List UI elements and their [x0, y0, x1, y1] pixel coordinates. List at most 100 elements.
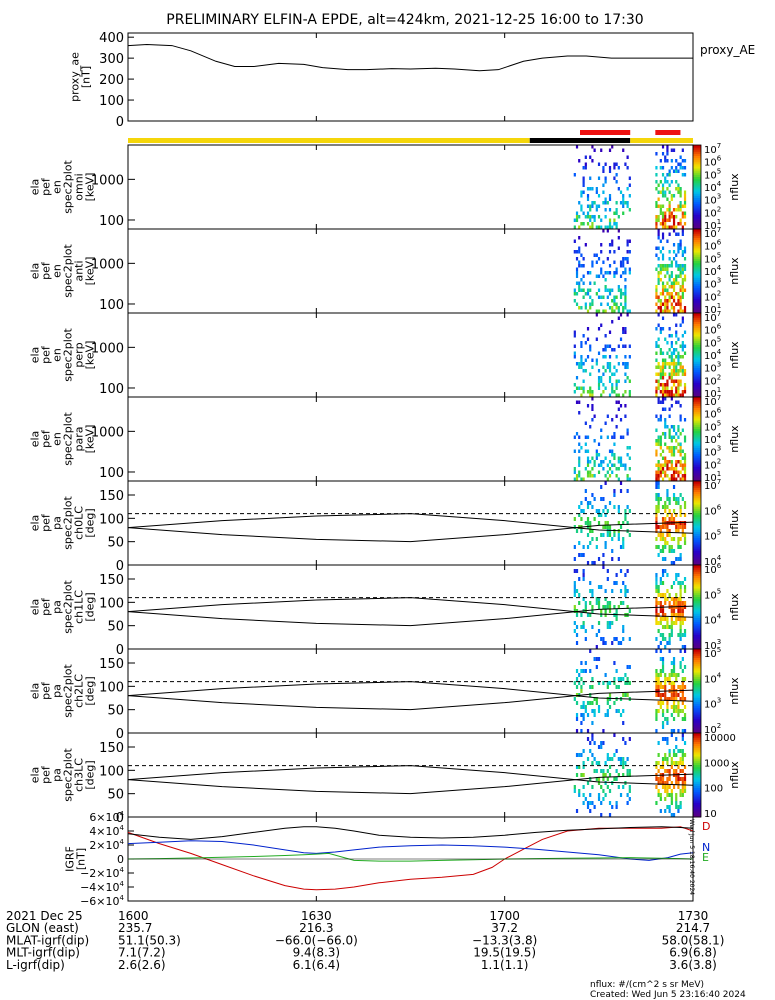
- heatmap-1-cell: [683, 194, 687, 198]
- colorbar-6-cell: [693, 600, 701, 604]
- panel-9-ytick-label: 2×104: [89, 838, 124, 852]
- heatmap-8-cell: [608, 765, 612, 769]
- heatmap-3-cell: [582, 386, 585, 390]
- panel-6-ylabel-line-1: pef: [40, 597, 53, 616]
- heatmap-3-cell: [600, 379, 603, 383]
- heatmap-2-cell: [679, 288, 682, 292]
- heatmap-8-cell: [573, 789, 576, 793]
- heatmap-3-cell: [580, 355, 583, 359]
- heatmap-7-cell: [584, 709, 587, 713]
- heatmap-8-cell: [679, 761, 682, 765]
- heatmap-6-cell: [679, 593, 682, 597]
- heatmap-4-cell: [681, 428, 684, 432]
- heatmap-4-cell: [586, 449, 590, 453]
- heatmap-6-cell: [668, 637, 671, 641]
- heatmap-5-cell: [580, 501, 583, 505]
- heatmap-3-cell: [589, 344, 592, 348]
- heatmap-3-cell: [589, 348, 592, 352]
- ephem-value: 1630: [301, 909, 332, 923]
- heatmap-6-cell: [580, 613, 583, 617]
- heatmap-4-cell: [677, 470, 680, 474]
- colorbar-7-cell: [693, 665, 701, 669]
- heatmap-1-cell: [586, 197, 590, 201]
- colorbar-1-tick-exponent: 2: [717, 205, 721, 213]
- heatmap-2-cell: [622, 292, 625, 296]
- colorbar-8-cell: [693, 741, 701, 744]
- heatmap-5-cell: [668, 501, 671, 505]
- heatmap-3-cell: [657, 386, 660, 390]
- heatmap-2-cell: [619, 274, 623, 278]
- colorbar-7-tick-exponent: 5: [717, 646, 721, 654]
- heatmap-5-cell: [668, 497, 671, 501]
- heatmap-4-cell: [672, 470, 676, 474]
- heatmap-8-cell: [683, 773, 687, 777]
- heatmap-3-cell: [683, 330, 687, 334]
- heatmap-6-cell: [668, 633, 671, 637]
- heatmap-1-cell: [672, 169, 676, 173]
- ephem-row-label: GLON (east): [6, 921, 79, 935]
- heatmap-7-cell: [681, 689, 684, 693]
- heatmap-1-cell: [611, 145, 614, 149]
- colorbar-4-cell: [693, 466, 701, 469]
- heatmap-1-cell: [608, 148, 612, 152]
- colorbar-2-cell: [693, 237, 701, 240]
- heatmap-3-cell: [655, 344, 658, 348]
- heatmap-3-cell: [591, 390, 594, 394]
- heatmap-5-cell: [681, 525, 684, 529]
- heatmap-5-cell: [675, 525, 678, 529]
- heatmap-4-cell: [628, 467, 631, 471]
- colorbar-1-cell: [693, 203, 701, 207]
- heatmap-4-cell: [584, 449, 587, 453]
- heatmap-8-cell: [602, 741, 605, 745]
- heatmap-4-cell: [666, 467, 669, 471]
- colorbar-5-cell: [693, 541, 701, 545]
- colorbar-4-cell: [693, 407, 701, 411]
- heatmap-7-cell: [664, 685, 667, 689]
- heatmap-2-cell: [679, 243, 682, 247]
- heatmap-8-cell: [591, 801, 594, 805]
- heatmap-2-cell: [591, 260, 594, 264]
- colorbar-5-label: nflux: [728, 509, 741, 537]
- heatmap-7-cell: [593, 697, 596, 701]
- heatmap-3-cell: [655, 358, 658, 362]
- panel-5-ytick-label: 50: [107, 536, 124, 551]
- heatmap-4-cell: [657, 400, 660, 404]
- heatmap-2-cell: [622, 257, 625, 261]
- heatmap-2-cell: [675, 232, 678, 236]
- heatmap-5-cell: [580, 509, 583, 513]
- colorbar-7-tick-exponent: 2: [717, 722, 721, 730]
- heatmap-1-cell: [666, 197, 669, 201]
- heatmap-3-cell: [672, 351, 676, 355]
- colorbar-3-cell: [693, 392, 701, 396]
- heatmap-8-cell: [593, 805, 596, 809]
- heatmap-3-cell: [677, 358, 680, 362]
- heatmap-4-cell: [611, 470, 614, 474]
- heatmap-4-cell: [672, 446, 676, 450]
- colorbar-2-cell: [693, 302, 701, 306]
- heatmap-6-cell: [661, 609, 665, 613]
- heatmap-7-cell: [657, 681, 660, 685]
- heatmap-1-cell: [604, 180, 607, 184]
- heatmap-7-cell: [681, 701, 684, 705]
- heatmap-8-cell: [615, 805, 618, 809]
- heatmap-7-cell: [655, 713, 658, 717]
- panel-7-ylabel-line-3: spec2plot: [62, 664, 75, 718]
- heatmap-1-cell: [608, 166, 612, 170]
- colorbar-2-cell: [693, 241, 701, 245]
- heatmap-4-cell: [613, 435, 616, 439]
- heatmap-1-cell: [659, 204, 662, 208]
- heatmap-6-cell: [600, 613, 603, 617]
- colorbar-1-cell: [693, 222, 701, 226]
- heatmap-1-cell: [589, 215, 592, 219]
- heatmap-6-cell: [683, 629, 687, 633]
- heatmap-3-cell: [608, 355, 612, 359]
- heatmap-5-cell: [655, 517, 658, 521]
- colorbar-6-cell: [693, 630, 701, 633]
- colorbar-6-cell: [693, 609, 701, 612]
- heatmap-3-cell: [626, 376, 629, 380]
- heatmap-1-cell: [597, 225, 601, 229]
- colorbar-5-cell: [693, 489, 701, 492]
- heatmap-4-cell: [664, 432, 667, 436]
- panel-1-ylabel-line-1: pef: [40, 177, 53, 196]
- heatmap-3-cell: [580, 358, 583, 362]
